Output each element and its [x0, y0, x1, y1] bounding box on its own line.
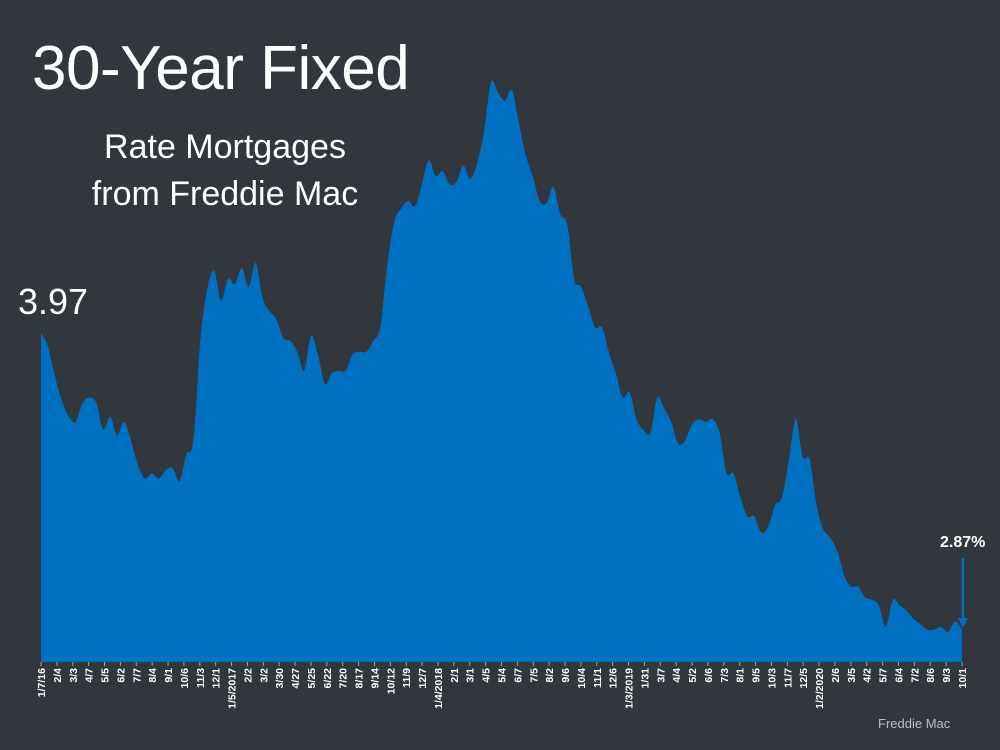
x-tick-label: 12/5	[798, 668, 810, 689]
x-tick-label: 7/20	[338, 668, 350, 689]
x-tick-label: 8/17	[354, 668, 366, 689]
source-label: Freddie Mac	[878, 716, 951, 731]
x-tick-label: 4/27	[290, 668, 302, 689]
x-tick-label: 12/6	[608, 668, 620, 689]
x-tick-label: 5/25	[306, 668, 318, 689]
x-tick-label: 9/3	[941, 668, 953, 683]
x-tick-label: 9/6	[560, 668, 572, 683]
chart-title: 30-Year Fixed	[32, 34, 410, 103]
x-tick-label: 8/2	[544, 668, 556, 683]
rate-area	[41, 80, 962, 663]
x-tick-label: 3/1	[465, 668, 477, 683]
x-tick-label: 12/7	[417, 668, 429, 689]
x-tick-label: 3/5	[846, 668, 858, 683]
x-tick-label: 5/2	[687, 668, 699, 683]
x-tick-label: 11/7	[782, 668, 794, 688]
x-tick-label: 10/6	[179, 668, 191, 689]
x-tick-label: 3/3	[68, 668, 80, 683]
x-tick-label: 1/7/16	[36, 668, 48, 697]
x-tick-label: 11/3	[195, 668, 207, 688]
x-tick-label: 10/12	[385, 668, 397, 694]
x-tick-label: 2/2	[242, 668, 254, 683]
x-tick-label: 7/3	[719, 668, 731, 683]
x-tick-label: 4/4	[671, 668, 683, 683]
x-tick-label: 6/4	[893, 668, 905, 683]
x-tick-label: 2/4	[52, 668, 64, 683]
x-tick-label: 9/14	[369, 668, 381, 689]
x-tick-label: 1/5/2017	[227, 668, 239, 709]
x-tick-label: 12/1	[211, 668, 223, 689]
x-tick-label: 2/6	[830, 668, 842, 683]
x-tick-label: 3/30	[274, 668, 286, 689]
x-axis-ticks: 1/7/16 2/4 3/3 4/7 5/5 6/2 7/7 8/4 9/1 10/6 11/3 12…	[36, 662, 969, 709]
x-tick-label: 6/6	[703, 668, 715, 683]
subtitle-line-1: Rate Mortgages	[104, 128, 346, 166]
x-tick-label: 5/4	[497, 668, 509, 683]
x-tick-label: 5/7	[878, 668, 890, 683]
end-value-label: 2.87%	[940, 534, 986, 551]
start-value-label: 3.97	[18, 281, 89, 322]
x-tick-label: 6/22	[322, 668, 334, 689]
x-tick-label: 3/2	[258, 668, 270, 683]
x-tick-label: 11/1	[592, 668, 604, 688]
x-tick-label: 5/5	[100, 668, 112, 683]
x-tick-label: 6/2	[115, 668, 127, 683]
x-tick-label: 8/6	[925, 668, 937, 683]
x-tick-label: 8/1	[735, 668, 747, 683]
x-tick-label: 4/2	[862, 668, 874, 683]
x-tick-label: 1/2/2020	[814, 668, 826, 709]
x-tick-label: 1/4/2018	[433, 668, 445, 709]
chart-subtitle: Rate Mortgages from Freddie Mac	[60, 124, 390, 218]
x-tick-label: 7/5	[528, 668, 540, 683]
subtitle-line-2: from Freddie Mac	[91, 175, 359, 213]
x-tick-label: 7/2	[909, 668, 921, 683]
x-tick-label: 10/1	[957, 668, 969, 689]
x-tick-label: 9/5	[751, 668, 763, 683]
x-tick-label: 8/4	[147, 668, 159, 683]
x-tick-label: 6/7	[512, 668, 524, 683]
x-tick-label: 2/1	[449, 668, 461, 683]
x-tick-label: 11/9	[401, 668, 413, 688]
x-tick-label: 1/3/2019	[624, 668, 636, 709]
end-arrow	[958, 558, 968, 628]
x-tick-label: 7/7	[131, 668, 143, 683]
x-tick-label: 9/1	[163, 668, 175, 683]
x-tick-label: 10/4	[576, 668, 588, 689]
x-tick-label: 1/31	[639, 668, 651, 689]
arrow-head-icon	[958, 618, 968, 628]
x-tick-label: 4/5	[481, 668, 493, 683]
x-tick-label: 4/7	[84, 668, 96, 683]
x-tick-label: 10/3	[766, 668, 778, 689]
x-tick-label: 3/7	[655, 668, 667, 683]
